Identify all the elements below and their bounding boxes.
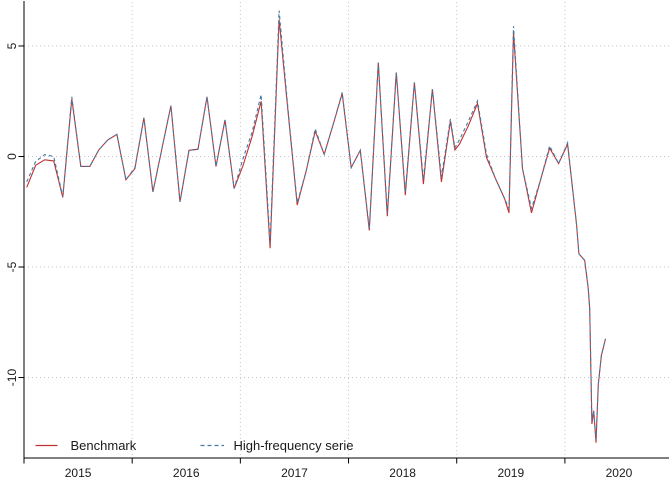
x-tick-label: 2015 [65,466,92,480]
y-tick-label: 5 [5,42,19,49]
y-tick-label: 0 [5,153,19,160]
high-frequency-line [26,10,607,440]
x-tick-label: 2019 [497,466,524,480]
tick-labels: 5 0 -5 -10 2015 2016 2017 2018 2019 2020 [5,42,633,480]
x-tick-label: 2016 [173,466,200,480]
benchmark-line [26,19,607,443]
legend-high-frequency-label: High-frequency serie [234,438,354,453]
tick-marks [18,45,566,464]
x-tick-label: 2020 [606,466,633,480]
axes [23,1,669,459]
legend: Benchmark High-frequency serie [35,438,354,453]
data-series [26,10,607,443]
y-tick-label: -10 [5,369,19,387]
y-tick-label: -5 [5,261,19,272]
x-tick-label: 2017 [281,466,308,480]
x-tick-label: 2018 [389,466,416,480]
grid [23,2,669,458]
legend-benchmark-label: Benchmark [71,438,137,453]
